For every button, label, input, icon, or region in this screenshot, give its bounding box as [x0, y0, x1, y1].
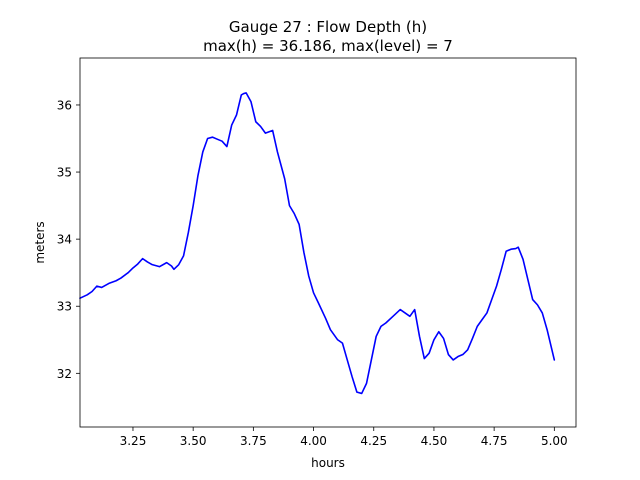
x-tick-label: 4.25: [360, 434, 387, 448]
y-tick-label: 36: [57, 98, 72, 112]
x-tick-label: 4.75: [481, 434, 508, 448]
x-tick-label: 3.50: [180, 434, 207, 448]
x-tick-label: 3.25: [120, 434, 147, 448]
chart-subtitle: max(h) = 36.186, max(level) = 7: [203, 37, 453, 55]
chart-title: Gauge 27 : Flow Depth (h): [229, 18, 427, 36]
x-ticks: 3.25 3.50 3.75 4.00 4.25 4.50 4.75 5.00: [120, 427, 568, 448]
x-tick-label: 5.00: [541, 434, 568, 448]
plot-frame: [79, 57, 577, 428]
y-tick-label: 35: [57, 166, 72, 180]
plot-area: 3.25 3.50 3.75 4.00 4.25 4.50 4.75 5.00 3233343…: [57, 57, 577, 448]
y-ticks: 32 33 34 35 36: [57, 98, 80, 381]
x-tick-label: 3.75: [240, 434, 267, 448]
y-tick-label: 32: [57, 367, 72, 381]
y-axis-label: meters: [33, 221, 47, 263]
x-tick-label: 4.00: [300, 434, 327, 448]
series-layer: [79, 92, 556, 395]
y-tick-label: 34: [57, 233, 72, 247]
x-tick-label: 4.50: [421, 434, 448, 448]
x-axis-label: hours: [311, 456, 345, 470]
y-tick-label: 33: [57, 300, 72, 314]
series-line-0: [79, 92, 556, 395]
